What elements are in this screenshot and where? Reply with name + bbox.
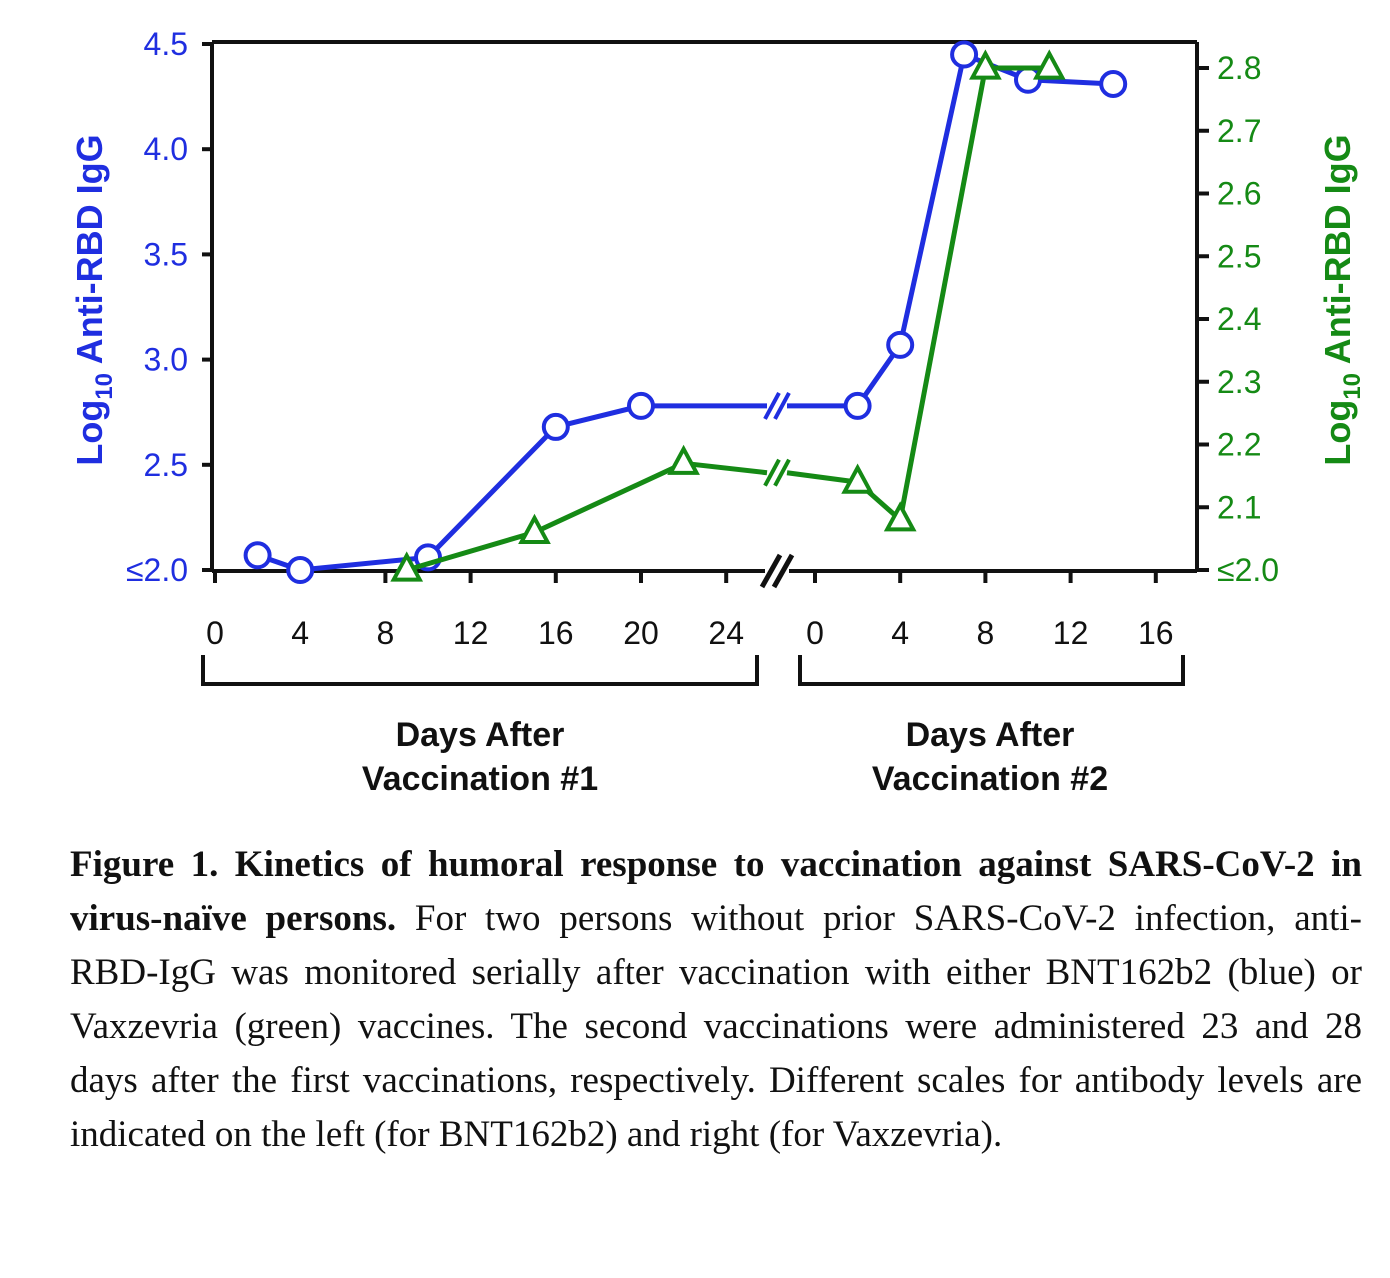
Vaxzevria-point bbox=[883, 501, 917, 532]
Vaxzevria-break-slash bbox=[773, 458, 791, 487]
Vaxzevria-point bbox=[841, 463, 874, 494]
BNT162b2-point bbox=[886, 330, 915, 359]
x-axis-break-slash bbox=[771, 553, 795, 589]
BNT162b2-line-dose2 bbox=[787, 52, 1114, 409]
axis-break bbox=[759, 553, 795, 589]
BNT162b2-point bbox=[627, 391, 655, 420]
y-axis-left-label: Log10 Anti-RBD IgG bbox=[69, 134, 118, 465]
y-right-tick-label: 2.7 bbox=[1217, 113, 1261, 149]
figure-caption: Figure 1. Kinetics of humoral response t… bbox=[70, 838, 1362, 1162]
y-right-tick-label: 2.1 bbox=[1217, 489, 1261, 525]
y-axis-right-label: Log10 Anti-RBD IgG bbox=[1317, 134, 1366, 465]
y-right-tick-label: 2.5 bbox=[1217, 238, 1261, 274]
Vaxzevria-point bbox=[518, 513, 551, 544]
x-group-label-dose1-line1: Days After bbox=[396, 716, 565, 754]
x-tick-label-dose2: 4 bbox=[891, 615, 909, 651]
series-layer bbox=[243, 40, 1128, 584]
x-tick-label-dose1: 8 bbox=[377, 615, 395, 651]
BNT162b2-point bbox=[1014, 65, 1042, 94]
x-tick-label-dose1: 12 bbox=[453, 615, 489, 651]
x-group-label-dose2-line1: Days After bbox=[906, 716, 1075, 754]
x-group-label-dose2-line2: Vaccination #2 bbox=[872, 760, 1108, 798]
BNT162b2-point bbox=[843, 391, 872, 420]
BNT162b2-point bbox=[286, 556, 315, 584]
y-right-tick-label: ≤2.0 bbox=[1217, 552, 1279, 588]
x-tick-label-dose1: 24 bbox=[708, 615, 744, 651]
caption-lead: Figure 1. Kinetics of humoral response t… bbox=[70, 844, 1362, 939]
Vaxzevria-break-slash bbox=[763, 458, 781, 487]
BNT162b2-point bbox=[541, 412, 570, 441]
caption-body: For two persons without prior SARS-CoV-2… bbox=[70, 898, 1362, 1155]
y-left-tick-label: 2.5 bbox=[144, 447, 188, 483]
y-left-tick-label: 4.5 bbox=[144, 26, 188, 62]
x-tick-label-dose1: 20 bbox=[623, 615, 659, 651]
y-right-tick-label: 2.4 bbox=[1217, 301, 1261, 337]
bracket-dose2 bbox=[798, 655, 1185, 686]
BNT162b2-point bbox=[1099, 69, 1128, 98]
bracket-dose1 bbox=[201, 655, 759, 686]
Vaxzevria-point bbox=[969, 49, 1002, 80]
y-left-tick-label: 4.0 bbox=[144, 131, 188, 167]
BNT162b2-break-slash bbox=[773, 391, 791, 420]
x-tick-label-dose1: 4 bbox=[291, 615, 309, 651]
BNT162b2-point bbox=[243, 541, 272, 570]
Vaxzevria-point bbox=[1032, 49, 1066, 80]
x-tick-label-dose2: 16 bbox=[1138, 615, 1174, 651]
x-tick-label-dose2: 8 bbox=[977, 615, 995, 651]
x-tick-label-dose2: 0 bbox=[806, 615, 824, 651]
x-tick-label-dose2: 12 bbox=[1053, 615, 1089, 651]
x-tick-label-dose1: 16 bbox=[538, 615, 574, 651]
y-left-tick-label: 3.5 bbox=[144, 236, 188, 272]
Vaxzevria-point bbox=[390, 551, 424, 582]
Vaxzevria-point bbox=[667, 444, 700, 475]
BNT162b2-point bbox=[950, 40, 979, 69]
x-group-label-dose1-line2: Vaccination #1 bbox=[362, 760, 598, 798]
x-tick-label-dose1: 0 bbox=[206, 615, 224, 651]
y-right-tick-label: 2.2 bbox=[1217, 427, 1261, 463]
axes: 4.5 4.0 3.5 3.0 2.5 ≤2.0 2.8 2.7 2.6 2.5 2.4 2.3 2.2… bbox=[126, 26, 1279, 651]
antibody-kinetics-chart: 4.5 4.0 3.5 3.0 2.5 ≤2.0 2.8 2.7 2.6 2.5 2.4 2.3 2.2… bbox=[69, 26, 1366, 798]
y-right-tick-label: 2.6 bbox=[1217, 176, 1261, 212]
y-right-tick-label: 2.8 bbox=[1217, 50, 1261, 86]
BNT162b2-line-dose1 bbox=[256, 403, 767, 573]
BNT162b2-break-slash bbox=[763, 391, 781, 420]
y-left-tick-label: 3.0 bbox=[144, 342, 188, 378]
Vaxzevria-line-dose2 bbox=[786, 65, 1050, 523]
y-left-tick-label: ≤2.0 bbox=[126, 552, 188, 588]
y-right-tick-label: 2.3 bbox=[1217, 364, 1261, 400]
x-axis-break-slash bbox=[759, 553, 783, 589]
Vaxzevria-line-dose1 bbox=[405, 460, 768, 573]
